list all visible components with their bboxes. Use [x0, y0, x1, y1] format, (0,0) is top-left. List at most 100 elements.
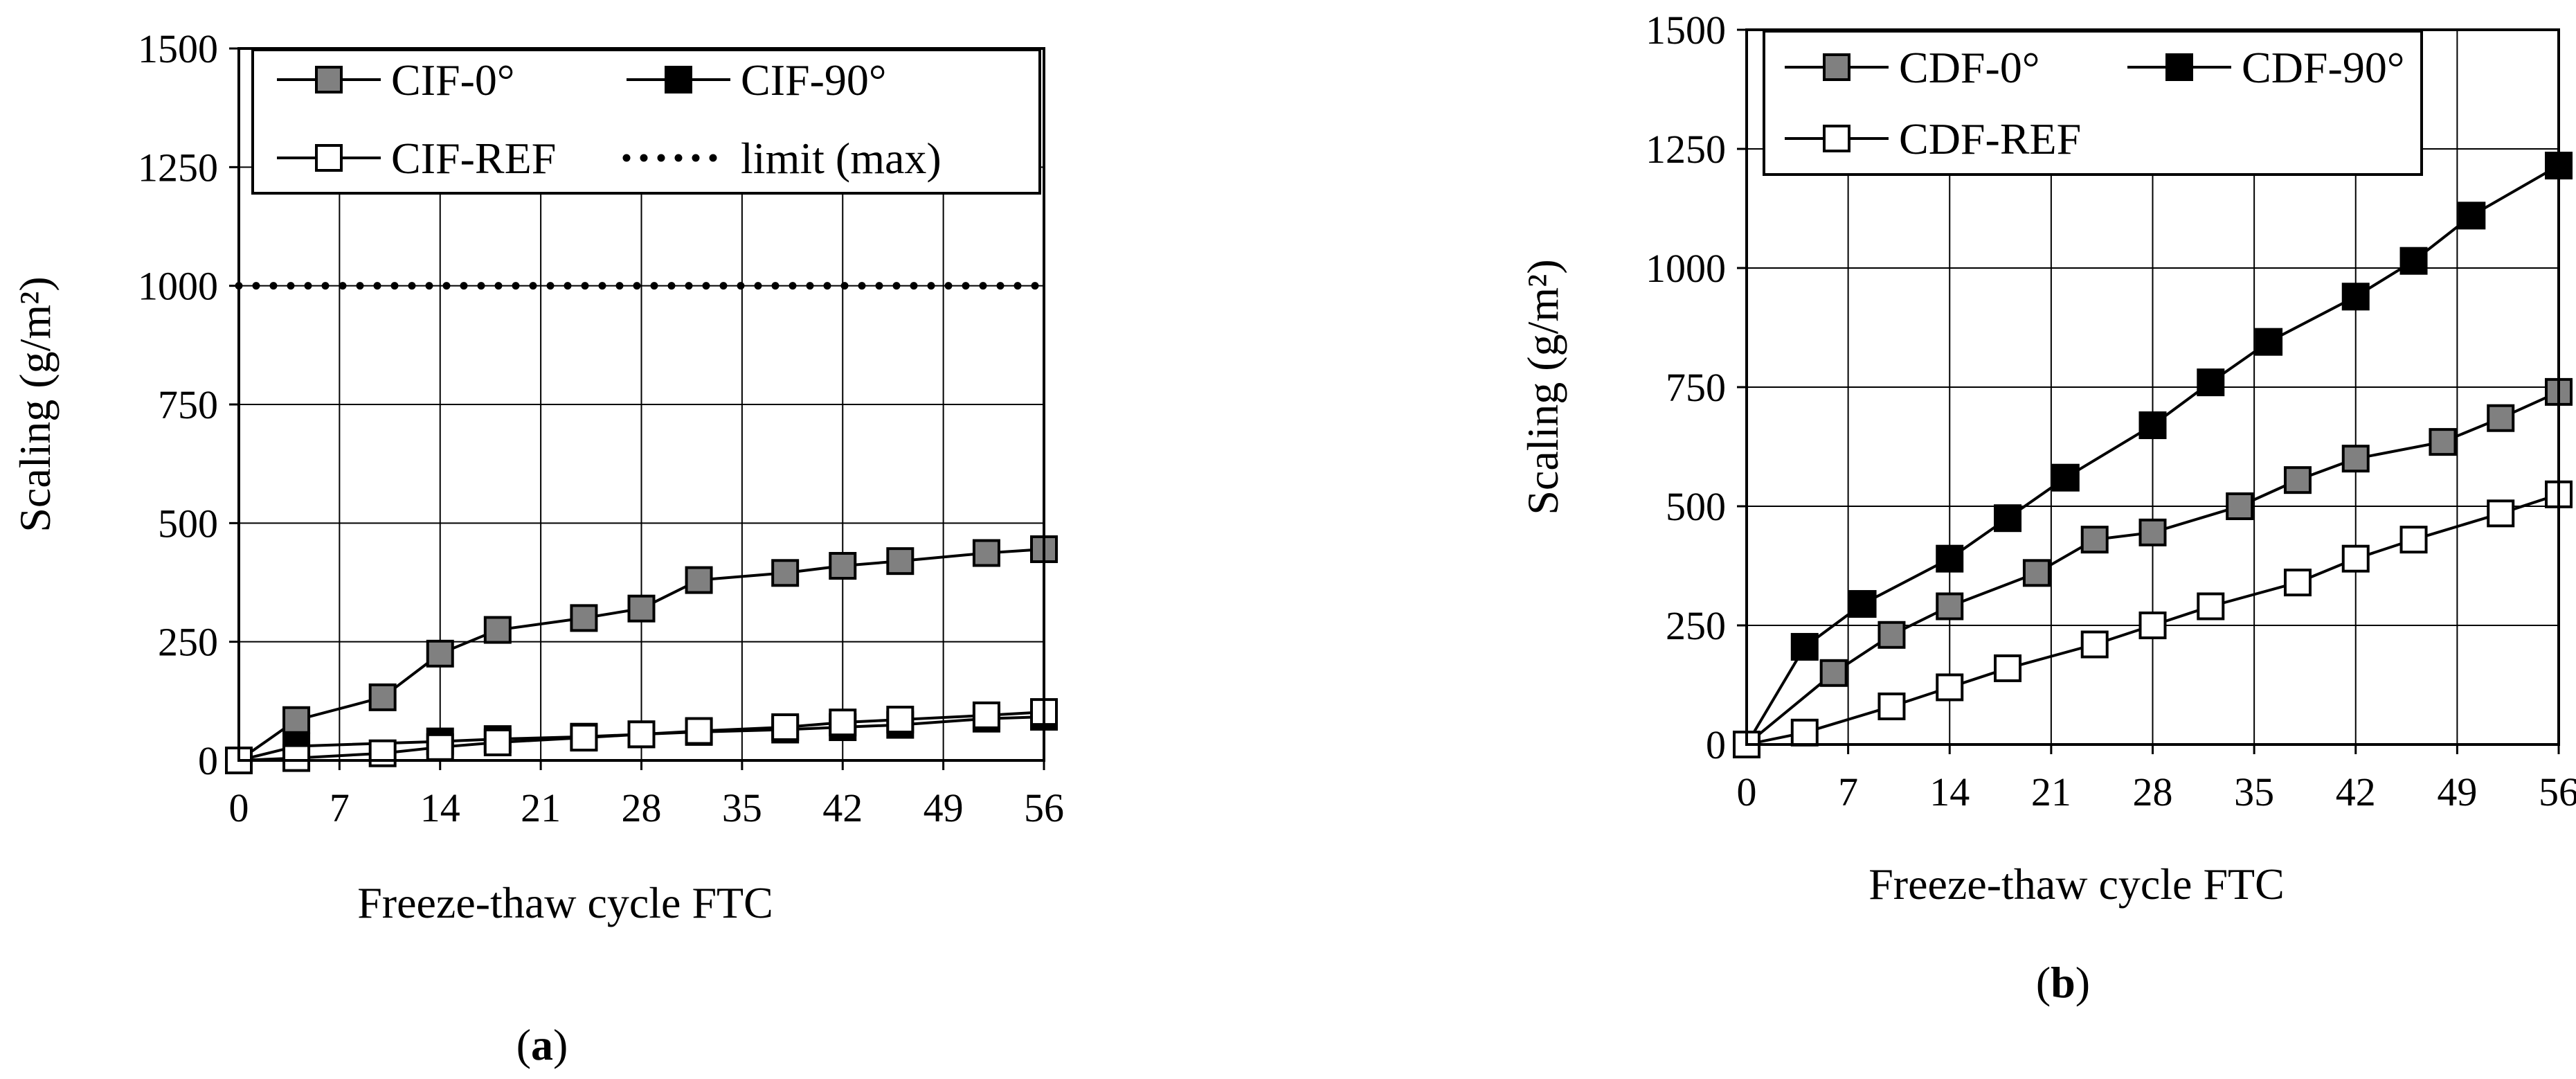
panel-label-letter: b [2051, 958, 2075, 1007]
data-point-marker [2487, 499, 2515, 528]
legend-item: limit (max) [622, 134, 942, 183]
y-axis-label-a: Scaling (g/m²) [10, 276, 60, 532]
legend-item: CDF-REF [1785, 114, 2081, 163]
legend-item: CIF-0° [277, 55, 515, 105]
data-point-marker [2487, 404, 2515, 432]
data-point-marker [1994, 504, 2022, 533]
y-axis-label-b: Scaling (g/m²) [1518, 259, 1567, 515]
legend-label: CDF-0° [1899, 43, 2039, 92]
legend-swatch-marker [665, 66, 692, 93]
x-tick-label: 42 [822, 785, 863, 830]
data-point-marker [627, 720, 656, 749]
legend-swatch-marker [2165, 53, 2193, 81]
panel-label-open-paren: ( [2036, 958, 2051, 1007]
data-point-marker [627, 594, 656, 623]
data-point-marker [1877, 692, 1906, 720]
x-tick-label: 28 [2133, 769, 2173, 814]
x-tick-label: 21 [521, 785, 561, 830]
data-point-marker [368, 683, 397, 711]
legend-swatch-marker [315, 66, 343, 93]
panel-label-b: (b) [2036, 958, 2090, 1007]
legend-label: CDF-REF [1899, 114, 2081, 163]
y-tick-label: 500 [1666, 484, 1726, 529]
panel-label-close-paren: ) [2075, 958, 2090, 1007]
data-point-marker [2051, 463, 2080, 492]
y-tick-label: 750 [1666, 365, 1726, 410]
x-tick-label: 42 [2336, 769, 2376, 814]
data-point-marker [685, 566, 713, 594]
data-point-marker [282, 706, 311, 734]
legend-box [251, 48, 1041, 195]
data-point-marker [282, 744, 311, 772]
data-point-marker [2255, 328, 2283, 356]
series-CDF-REF [1733, 480, 2573, 758]
data-point-marker [771, 559, 800, 587]
y-tick-label: 1000 [1646, 246, 1726, 291]
x-tick-label: 0 [229, 785, 249, 830]
legend-label: CDF-90° [2242, 43, 2404, 92]
data-point-marker [2080, 526, 2109, 554]
legend-swatch-marker [1823, 125, 1850, 152]
legend-label: CIF-90° [741, 55, 887, 105]
data-point-marker [1994, 654, 2022, 682]
data-point-marker [886, 547, 915, 576]
data-point-marker [771, 713, 800, 742]
y-tick-label: 1250 [138, 145, 218, 190]
data-point-marker [426, 639, 454, 668]
x-tick-labels-a: 0 7 14 21 28 35 42 49 56 [229, 785, 1065, 830]
legend-item: CDF-0° [1785, 43, 2039, 92]
data-point-marker [1819, 659, 1848, 687]
y-tick-label: 250 [1666, 603, 1726, 648]
data-point-marker [368, 739, 397, 767]
panel-label-open-paren: ( [516, 1020, 531, 1069]
series-CDF-90° [1733, 152, 2573, 758]
data-point-marker [886, 706, 915, 734]
y-tick-label: 750 [158, 382, 218, 427]
data-point-marker [570, 724, 598, 752]
data-point-marker [2138, 612, 2167, 639]
data-point-marker [2283, 569, 2312, 597]
panel-label-close-paren: ) [553, 1020, 568, 1069]
panel-label-a: (a) [516, 1020, 568, 1069]
data-point-marker [1790, 718, 1819, 747]
data-point-marker [2429, 428, 2457, 456]
data-point-marker [1848, 590, 1877, 618]
data-point-marker [2399, 247, 2428, 275]
legend-item: CIF-REF [277, 134, 556, 183]
x-tick-label: 35 [2234, 769, 2274, 814]
data-point-marker [1790, 632, 1819, 661]
x-tick-labels-b: 0 7 14 21 28 35 42 49 56 [1737, 769, 2576, 814]
data-point-marker [426, 733, 454, 761]
y-tick-label: 500 [158, 501, 218, 546]
data-point-marker [829, 552, 857, 580]
data-point-marker [972, 701, 1000, 729]
data-point-marker [483, 728, 512, 756]
data-point-marker [2197, 368, 2225, 397]
y-tick-labels-b: 0 250 500 750 1000 1250 1500 [1646, 8, 1726, 767]
data-point-marker [483, 616, 512, 644]
y-tick-label: 1500 [138, 26, 218, 71]
data-point-marker [1936, 592, 1964, 621]
data-point-marker [829, 708, 857, 737]
x-tick-label: 49 [924, 785, 964, 830]
x-tick-label: 14 [420, 785, 460, 830]
series-CDF-0° [1733, 377, 2573, 758]
x-tick-label: 35 [722, 785, 762, 830]
x-tick-label: 7 [330, 785, 350, 830]
x-tick-label: 56 [2539, 769, 2576, 814]
data-point-marker [2283, 466, 2312, 494]
data-point-marker [972, 539, 1000, 567]
legend-swatch-marker [315, 144, 343, 172]
legend-item: CDF-90° [2127, 43, 2404, 92]
data-point-marker [2341, 544, 2370, 573]
data-point-marker [2226, 492, 2254, 520]
data-point-marker [2022, 559, 2051, 587]
data-point-marker [2341, 283, 2370, 311]
x-tick-label: 49 [2437, 769, 2477, 814]
legend-label: CIF-0° [391, 55, 515, 105]
legend-b: CDF-0° CDF-90° CDF-REF [1763, 30, 2423, 176]
data-point-marker [2341, 445, 2370, 473]
x-tick-label: 21 [2031, 769, 2071, 814]
